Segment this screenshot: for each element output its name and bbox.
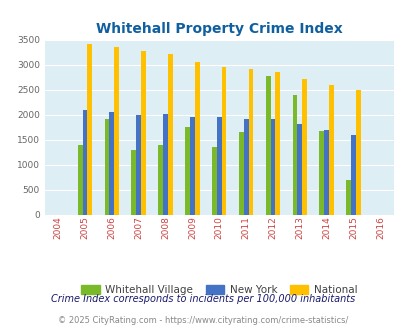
- Bar: [319, 131, 324, 214]
- Bar: [194, 62, 199, 214]
- Text: © 2025 CityRating.com - https://www.cityrating.com/crime-statistics/: © 2025 CityRating.com - https://www.city…: [58, 316, 347, 325]
- Bar: [221, 67, 226, 214]
- Bar: [297, 123, 301, 214]
- Bar: [216, 117, 221, 214]
- Bar: [243, 118, 248, 214]
- Bar: [355, 89, 360, 214]
- Bar: [185, 127, 190, 214]
- Bar: [109, 112, 114, 214]
- Bar: [238, 132, 243, 214]
- Bar: [328, 84, 333, 214]
- Bar: [248, 69, 253, 215]
- Bar: [168, 54, 173, 214]
- Bar: [104, 118, 109, 214]
- Bar: [324, 130, 328, 214]
- Bar: [292, 95, 297, 214]
- Bar: [136, 115, 141, 214]
- Bar: [141, 51, 145, 214]
- Bar: [114, 47, 119, 214]
- Bar: [270, 119, 275, 214]
- Bar: [345, 180, 350, 214]
- Title: Whitehall Property Crime Index: Whitehall Property Crime Index: [96, 22, 342, 36]
- Bar: [275, 72, 279, 215]
- Bar: [158, 145, 163, 214]
- Bar: [350, 135, 355, 214]
- Bar: [265, 76, 270, 214]
- Bar: [301, 79, 306, 214]
- Bar: [131, 149, 136, 214]
- Bar: [211, 147, 216, 214]
- Bar: [77, 145, 82, 214]
- Bar: [82, 110, 87, 214]
- Text: Crime Index corresponds to incidents per 100,000 inhabitants: Crime Index corresponds to incidents per…: [51, 294, 354, 304]
- Bar: [87, 44, 92, 214]
- Legend: Whitehall Village, New York, National: Whitehall Village, New York, National: [77, 281, 360, 300]
- Bar: [163, 114, 168, 214]
- Bar: [190, 117, 194, 214]
